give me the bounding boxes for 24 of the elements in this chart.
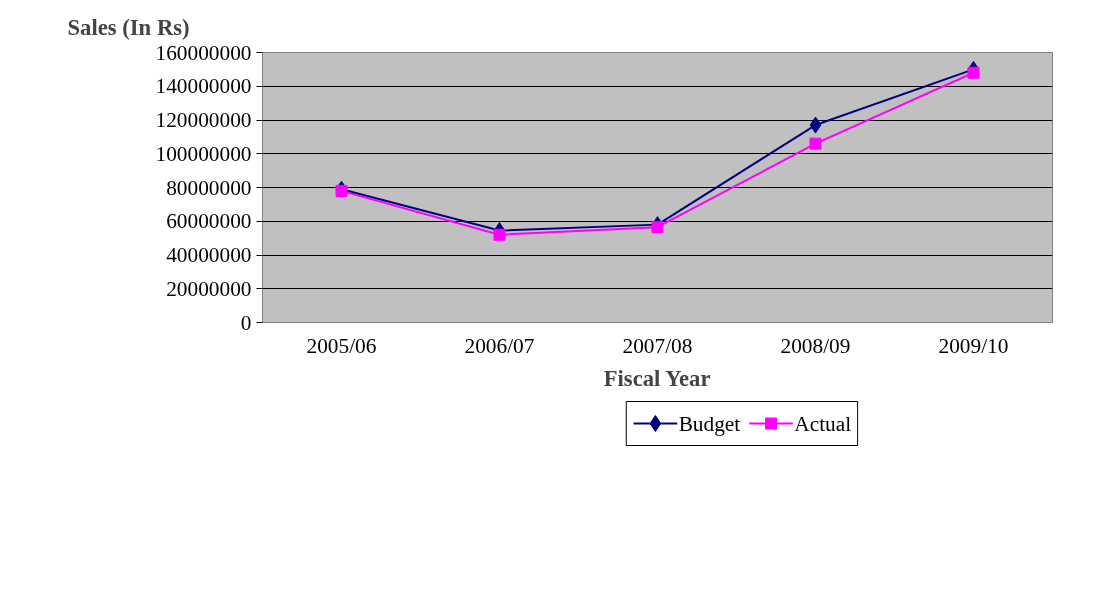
point [335,184,348,197]
y-tick-label: 60000000 [166,209,252,234]
y-tick-label: 80000000 [166,175,252,200]
point [809,116,822,134]
x-tick-label: 2007/08 [622,333,693,358]
y-tick-label: 100000000 [155,141,252,166]
y-tick-label: 40000000 [166,243,252,267]
point [493,228,506,241]
x-tick-label: 2009/10 [938,333,1009,358]
x-axis-title: Fiscal Year [603,365,711,391]
y-tick-label: 0 [240,310,252,335]
x-tick-label: 2005/06 [306,333,377,358]
y-tick-label: 120000000 [155,108,252,132]
y-tick-label: 160000000 [155,40,252,65]
y-tick-label: 20000000 [166,276,252,301]
y-tick-label: 140000000 [155,74,252,99]
point [967,66,980,79]
legend-label: Actual [794,411,852,436]
point [651,221,664,234]
point [809,137,822,150]
legend-label: Budget [678,411,741,436]
x-tick-label: 2006/07 [464,333,535,358]
chart-title: Sales (In Rs) [67,15,190,40]
x-tick-label: 2008/09 [780,333,851,358]
